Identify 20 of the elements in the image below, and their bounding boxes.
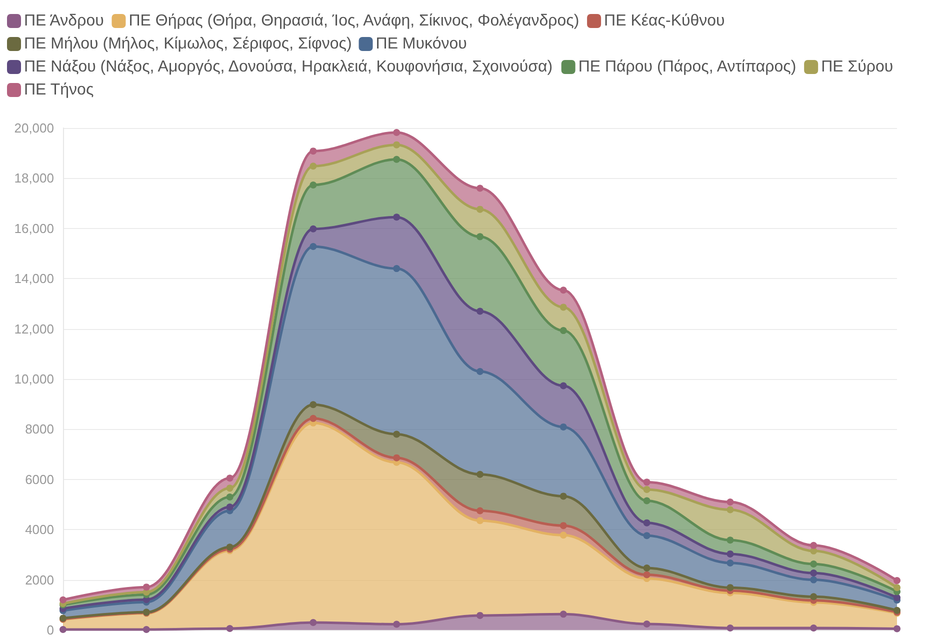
legend-label: ΠΕ Άνδρου: [24, 12, 104, 30]
y-tick-label: 18,000: [14, 170, 54, 186]
y-tick-label: 20,000: [14, 120, 54, 136]
y-tick-label: 8000: [25, 422, 54, 437]
legend-label: ΠΕ Τήνος: [24, 82, 94, 98]
legend-label: ΠΕ Σύρου: [821, 58, 894, 76]
legend-label: ΠΕ Μυκόνου: [376, 36, 467, 52]
legend-label: ΠΕ Θήρας (Θήρα, Θηρασιά, Ίος, Ανάφη, Σίκινος, Φολέγανδρος): [128, 12, 580, 30]
y-tick-label: 10,000: [14, 372, 54, 386]
y-tick-label: 12,000: [14, 321, 54, 336]
y-tick-label: 6000: [25, 472, 54, 487]
y-tick-label: 2000: [25, 572, 54, 588]
y-tick-label: 16,000: [14, 220, 54, 236]
y-tick-label: 0: [46, 622, 54, 638]
y-tick-label: 14,000: [14, 271, 54, 286]
legend-label: ΠΕ Κέας-Κύθνου: [604, 12, 725, 30]
legend-label: ΠΕ Νάξου (Νάξος, Αμοργός, Δονούσα, Ηρακλειά, Κουφονήσια, Σχοινούσα): [24, 58, 553, 76]
legend-label: ΠΕ Μήλου (Μήλος, Κίμωλος, Σέριφος, Σίφνος): [24, 36, 352, 52]
y-tick-label: 4000: [25, 522, 54, 538]
legend-label: ΠΕ Πάρου (Πάρος, Αντίπαρος): [578, 58, 796, 76]
